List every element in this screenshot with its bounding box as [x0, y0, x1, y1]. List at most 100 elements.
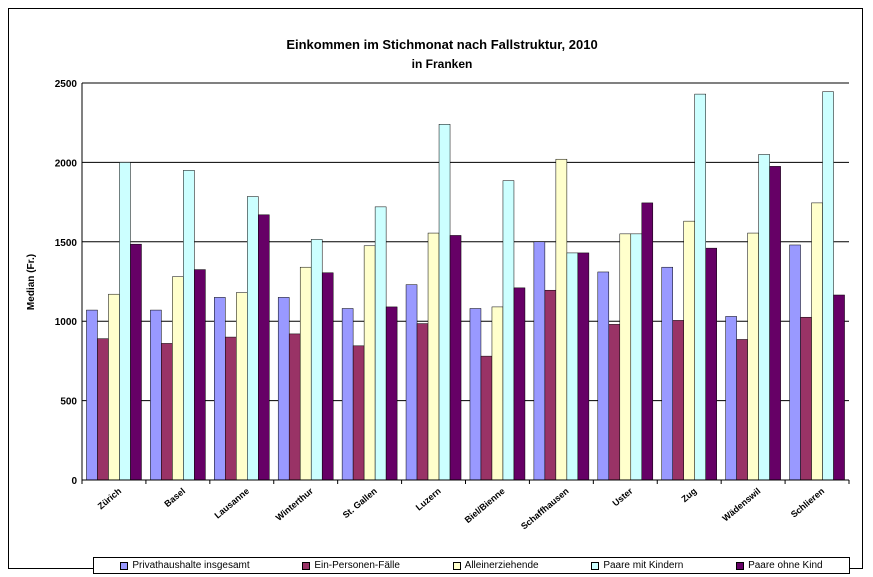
legend-item: Ein-Personen-Fälle [302, 560, 400, 571]
bar-paare-ohne-kind-5 [449, 235, 462, 481]
legend-swatch [120, 561, 129, 570]
bar-paare-ohne-kind-8 [641, 202, 654, 481]
bar-alleinerziehende-8 [619, 233, 632, 481]
bar-paare-ohne-kind-6 [513, 287, 526, 481]
bar-ein-personen-f-lle-11 [800, 316, 812, 481]
legend-label: Paare mit Kindern [603, 560, 684, 571]
bar-paare-mit-kindern-9 [694, 93, 706, 481]
bar-paare-mit-kindern-2 [247, 196, 259, 481]
legend: Privathaushalte insgesamt Ein-Personen-Fä… [93, 557, 850, 574]
bar-ein-personen-f-lle-0 [97, 338, 109, 481]
bar-paare-ohne-kind-1 [194, 269, 206, 481]
legend-label: Ein-Personen-Fälle [314, 560, 400, 571]
bar-privathaushalte-insgesamt-9 [661, 266, 673, 481]
x-tick-label: Wädenswil [720, 486, 762, 524]
x-tick-label: Zug [679, 486, 698, 504]
y-tick-label: 1500 [55, 238, 78, 249]
bar-alleinerziehende-7 [555, 158, 568, 481]
bar-ein-personen-f-lle-4 [352, 345, 365, 481]
bar-paare-ohne-kind-0 [130, 243, 142, 481]
x-tick-label: Winterthur [274, 486, 316, 523]
legend-label: Alleinerziehende [464, 560, 539, 571]
y-tick-label: 2500 [55, 79, 78, 90]
chart-title: Einkommen im Stichmonat nach Fallstruktu… [286, 37, 597, 52]
bar-paare-mit-kindern-1 [183, 170, 195, 481]
bar-ein-personen-f-lle-3 [288, 333, 301, 481]
bar-paare-mit-kindern-0 [119, 162, 131, 481]
bar-alleinerziehende-1 [172, 276, 184, 481]
bar-ein-personen-f-lle-10 [736, 339, 748, 481]
bar-paare-ohne-kind-9 [705, 247, 717, 481]
y-tick-label: 1000 [55, 317, 78, 328]
bar-privathaushalte-insgesamt-8 [597, 271, 610, 481]
x-tick-label: Zürich [96, 486, 124, 511]
bar-paare-ohne-kind-4 [385, 306, 398, 481]
y-tick-label: 2000 [55, 158, 78, 169]
bar-privathaushalte-insgesamt-2 [214, 297, 226, 481]
bar-privathaushalte-insgesamt-11 [789, 244, 801, 481]
x-tick-label: Schaffhausen [519, 486, 571, 532]
bar-paare-mit-kindern-7 [566, 252, 579, 481]
bar-privathaushalte-insgesamt-3 [277, 297, 290, 481]
x-tick-label: Uster [611, 486, 635, 509]
bar-paare-ohne-kind-2 [258, 214, 270, 481]
bar-ein-personen-f-lle-6 [480, 355, 493, 481]
y-tick-label: 0 [71, 476, 77, 487]
bar-privathaushalte-insgesamt-0 [86, 309, 98, 481]
bar-privathaushalte-insgesamt-4 [341, 308, 354, 481]
legend-swatch [591, 561, 600, 570]
bar-ein-personen-f-lle-5 [416, 323, 429, 481]
legend-item: Paare mit Kindern [591, 560, 683, 571]
bar-ein-personen-f-lle-8 [608, 324, 621, 481]
x-tick-label: Basel [162, 486, 187, 509]
bar-layer [86, 91, 845, 481]
legend-item: Alleinerziehende [452, 560, 539, 571]
bar-privathaushalte-insgesamt-7 [533, 241, 546, 481]
bar-paare-ohne-kind-11 [833, 294, 845, 481]
bar-alleinerziehende-6 [491, 306, 504, 481]
y-axis-label: Median (Fr.) [26, 254, 37, 310]
bar-privathaushalte-insgesamt-6 [469, 308, 482, 481]
bar-ein-personen-f-lle-2 [225, 336, 237, 481]
x-tick-label: Luzern [414, 486, 443, 513]
bar-paare-ohne-kind-7 [577, 252, 590, 481]
bar-alleinerziehende-3 [299, 266, 312, 481]
legend-swatch [736, 561, 745, 570]
bar-privathaushalte-insgesamt-10 [725, 316, 737, 481]
bar-privathaushalte-insgesamt-1 [150, 309, 162, 481]
legend-swatch [452, 561, 461, 570]
bar-paare-ohne-kind-3 [321, 272, 334, 481]
bar-alleinerziehende-11 [811, 202, 823, 481]
chart-subtitle: in Franken [412, 57, 473, 71]
bar-alleinerziehende-10 [747, 232, 759, 481]
bar-alleinerziehende-5 [427, 232, 440, 481]
bar-ein-personen-f-lle-7 [544, 289, 557, 481]
bar-alleinerziehende-2 [236, 292, 248, 481]
legend-label: Paare ohne Kind [748, 560, 823, 571]
bar-paare-mit-kindern-10 [758, 154, 770, 481]
bar-paare-mit-kindern-8 [630, 233, 643, 481]
bar-ein-personen-f-lle-1 [161, 343, 173, 481]
y-tick-label: 500 [60, 397, 77, 408]
bar-paare-mit-kindern-6 [502, 180, 515, 481]
bar-ein-personen-f-lle-9 [672, 320, 684, 481]
bar-alleinerziehende-0 [108, 293, 120, 481]
bar-paare-mit-kindern-5 [438, 124, 451, 481]
bar-alleinerziehende-9 [683, 220, 695, 481]
x-tick-label: Schlieren [789, 486, 826, 520]
x-tick-label: Lausanne [212, 486, 251, 521]
bar-paare-mit-kindern-4 [374, 206, 387, 481]
bar-paare-mit-kindern-11 [822, 91, 834, 481]
legend-swatch [302, 561, 311, 570]
grid-layer [82, 82, 849, 402]
bar-alleinerziehende-4 [363, 245, 376, 481]
bar-paare-mit-kindern-3 [310, 239, 323, 481]
x-tick-label: St. Gallen [341, 486, 379, 520]
bar-privathaushalte-insgesamt-5 [405, 284, 418, 481]
x-tick-label: Biel/Bienne [463, 486, 507, 525]
legend-item: Paare ohne Kind [736, 560, 823, 571]
legend-item: Privathaushalte insgesamt [120, 560, 250, 571]
legend-label: Privathaushalte insgesamt [132, 560, 250, 571]
bar-paare-ohne-kind-10 [769, 166, 781, 481]
